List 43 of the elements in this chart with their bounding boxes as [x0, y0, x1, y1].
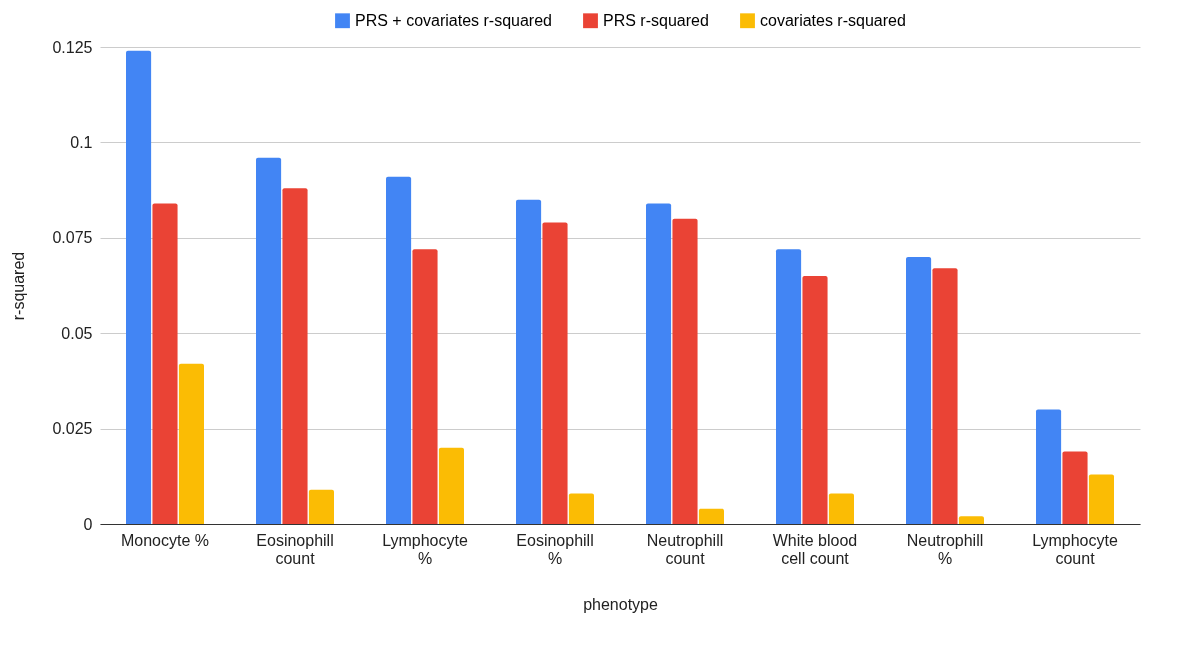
- bar: [646, 203, 672, 524]
- bar: [412, 249, 438, 524]
- bar: [1036, 409, 1062, 524]
- x-tick-label: White blood cell count: [772, 531, 858, 567]
- bar: [828, 493, 854, 524]
- bar: [672, 218, 698, 524]
- legend-label: PRS r-squared: [603, 11, 709, 29]
- x-tick-label: Lymphocyte %: [382, 531, 468, 567]
- bar: [932, 268, 958, 524]
- bar: [776, 249, 802, 524]
- bar: [126, 50, 152, 524]
- bar: [906, 256, 932, 524]
- x-axis-title: phenotype: [583, 595, 658, 613]
- bar: [256, 157, 282, 524]
- legend-label: covariates r-squared: [760, 11, 906, 29]
- bar: [178, 363, 204, 524]
- bar: [802, 275, 828, 524]
- y-tick-label: 0.075: [52, 229, 93, 247]
- x-tick-label: Monocyte %: [120, 531, 210, 549]
- y-tick-label: 0.05: [61, 324, 93, 342]
- bar: [542, 222, 568, 524]
- bar: [308, 489, 334, 524]
- bar: [516, 199, 542, 524]
- bar: [1062, 451, 1088, 524]
- x-tick-label: Eosinophill count: [256, 531, 334, 567]
- y-tick-label: 0.125: [52, 38, 93, 56]
- bar: [386, 176, 412, 524]
- bar: [1088, 474, 1114, 524]
- x-tick-label: Lymphocyte count: [1032, 531, 1118, 567]
- legend-label: PRS + covariates r-squared: [355, 11, 552, 29]
- y-tick-label: 0.1: [70, 133, 93, 151]
- bar: [698, 508, 724, 524]
- bar: [152, 203, 178, 524]
- bar: [438, 447, 464, 524]
- y-tick-label: 0.025: [52, 420, 93, 438]
- x-tick-label: Neutrophill count: [646, 531, 724, 567]
- bar: [282, 188, 308, 524]
- x-tick-label: Eosinophill %: [516, 531, 594, 567]
- bar: [958, 516, 984, 524]
- y-tick-label: 0: [83, 515, 93, 533]
- bar: [568, 493, 594, 524]
- x-tick-label: Neutrophill %: [906, 531, 984, 567]
- y-axis-title: r-squared: [10, 251, 28, 321]
